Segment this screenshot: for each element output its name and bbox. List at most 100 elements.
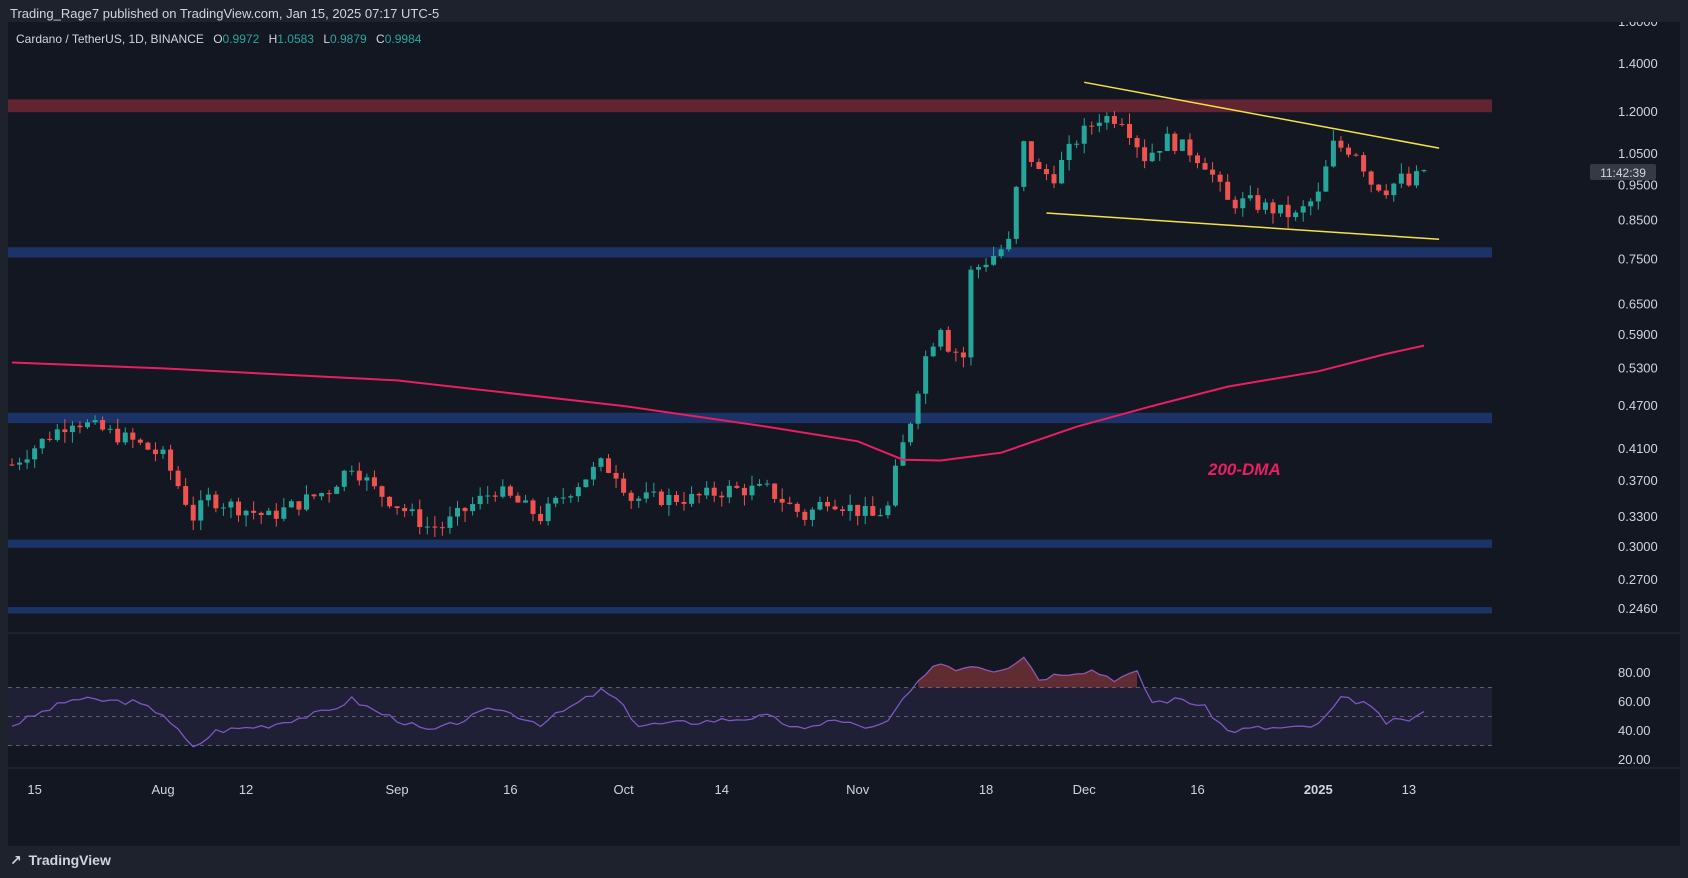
support-zone-2 bbox=[8, 412, 1492, 424]
candle-body bbox=[409, 509, 415, 512]
low-key: L bbox=[323, 32, 330, 46]
candle-body bbox=[734, 485, 740, 488]
candle-body bbox=[447, 516, 453, 528]
candle-body bbox=[658, 491, 664, 506]
candle-body bbox=[998, 249, 1004, 256]
candle-body bbox=[334, 486, 340, 494]
candle-body bbox=[17, 462, 23, 465]
candle-body bbox=[470, 504, 476, 512]
candle-body bbox=[1217, 174, 1223, 182]
rsi-layer bbox=[8, 656, 1492, 748]
symbol-label: Cardano / TetherUS, 1D, BINANCE bbox=[16, 32, 204, 46]
candle-body bbox=[930, 346, 936, 357]
candle-body bbox=[1300, 206, 1306, 213]
candle-body bbox=[205, 494, 211, 501]
tradingview-logo-icon: ↗ bbox=[10, 852, 22, 868]
candle-body bbox=[1036, 161, 1042, 169]
price-tick-label: 0.4100 bbox=[1618, 441, 1658, 456]
candle-body bbox=[764, 483, 770, 485]
candle-body bbox=[598, 458, 604, 467]
chart-frame[interactable]: 1.6000 1.4000 1.2000 1.0500 0.9500 0.8500 0.75… bbox=[8, 22, 1680, 846]
candle-body bbox=[923, 356, 929, 394]
candle-body bbox=[454, 507, 460, 517]
candle-body bbox=[1225, 181, 1231, 200]
candle-body bbox=[85, 422, 91, 428]
candle-body bbox=[704, 487, 710, 496]
candle-body bbox=[477, 495, 483, 505]
candle-body bbox=[915, 393, 921, 424]
price-tick-label: 1.0500 bbox=[1618, 146, 1658, 161]
candle-body bbox=[1323, 166, 1329, 192]
candle-body bbox=[1074, 143, 1080, 145]
candle-body bbox=[432, 526, 438, 528]
price-chart-svg[interactable]: 1.6000 1.4000 1.2000 1.0500 0.9500 0.8500 0.75… bbox=[8, 22, 1680, 846]
candle-body bbox=[9, 464, 15, 466]
candle-body bbox=[258, 512, 264, 516]
rsi-tick-label: 60.00 bbox=[1618, 694, 1651, 709]
publish-info: Trading_Rage7 published on TradingView.c… bbox=[10, 6, 440, 21]
candle-body bbox=[1127, 123, 1133, 138]
candle-body bbox=[953, 351, 959, 353]
price-tick-label: 0.2460 bbox=[1618, 601, 1658, 616]
footer-brand[interactable]: ↗ TradingView bbox=[10, 852, 111, 869]
candle-body bbox=[1149, 152, 1155, 162]
candle-body bbox=[681, 501, 687, 504]
candle-body bbox=[1021, 141, 1027, 187]
candle-body bbox=[968, 269, 974, 358]
time-tick-label: 16 bbox=[503, 782, 517, 797]
candle-body bbox=[1013, 186, 1019, 239]
candle-body bbox=[54, 429, 60, 440]
candle-body bbox=[1232, 199, 1238, 209]
brand-name: TradingView bbox=[28, 852, 111, 868]
candle-body bbox=[1006, 238, 1012, 250]
candle-body bbox=[1338, 140, 1344, 148]
candle-body bbox=[417, 509, 423, 528]
candle-body bbox=[560, 497, 566, 499]
candle-body bbox=[606, 458, 612, 473]
support-zone-4 bbox=[8, 607, 1492, 614]
candle-body bbox=[92, 420, 98, 423]
candle-body bbox=[1262, 202, 1268, 210]
candle-body bbox=[319, 493, 325, 497]
candle-body bbox=[840, 509, 846, 512]
high-value: 1.0583 bbox=[277, 32, 314, 46]
dma-layer bbox=[11, 344, 1425, 462]
time-tick-label: Aug bbox=[151, 782, 174, 797]
candle-body bbox=[1285, 204, 1291, 218]
countdown-text: 11:42:39 bbox=[1600, 166, 1646, 180]
time-tick-label: 15 bbox=[27, 782, 41, 797]
candle-body bbox=[1315, 191, 1321, 202]
candle-body bbox=[545, 503, 551, 522]
candle-body bbox=[673, 494, 679, 502]
candle-body bbox=[1345, 147, 1351, 155]
rsi-overbought-fill bbox=[918, 657, 1138, 688]
time-tick-label: Oct bbox=[613, 782, 634, 797]
price-tick-label: 0.8500 bbox=[1618, 212, 1658, 227]
candle-body bbox=[1172, 133, 1178, 151]
candle-body bbox=[424, 526, 430, 528]
candle-body bbox=[779, 498, 785, 503]
time-tick-label: Sep bbox=[386, 782, 409, 797]
price-tick-label: 0.7500 bbox=[1618, 252, 1658, 267]
candle-body bbox=[1028, 141, 1034, 162]
candle-body bbox=[976, 267, 982, 270]
candle-body bbox=[1406, 173, 1412, 186]
candle-body bbox=[1398, 173, 1404, 184]
candle-body bbox=[1043, 168, 1049, 175]
candle-body bbox=[945, 329, 951, 352]
candle-body bbox=[439, 527, 445, 529]
countdown-badge: 11:42:39 bbox=[1590, 164, 1656, 180]
price-tick-label: 0.3700 bbox=[1618, 473, 1658, 488]
candle-body bbox=[1164, 133, 1170, 152]
resistance-zone-0 bbox=[8, 99, 1492, 113]
candle-body bbox=[371, 477, 377, 487]
candle-body bbox=[1134, 137, 1140, 148]
candle-body bbox=[183, 486, 189, 505]
candle-body bbox=[1353, 154, 1359, 156]
candle-body bbox=[1391, 183, 1397, 196]
close-key: C bbox=[376, 32, 385, 46]
time-tick-label: 12 bbox=[239, 782, 253, 797]
candle-body bbox=[651, 491, 657, 493]
candle-body bbox=[462, 507, 468, 512]
rsi-tick-label: 40.00 bbox=[1618, 723, 1651, 738]
